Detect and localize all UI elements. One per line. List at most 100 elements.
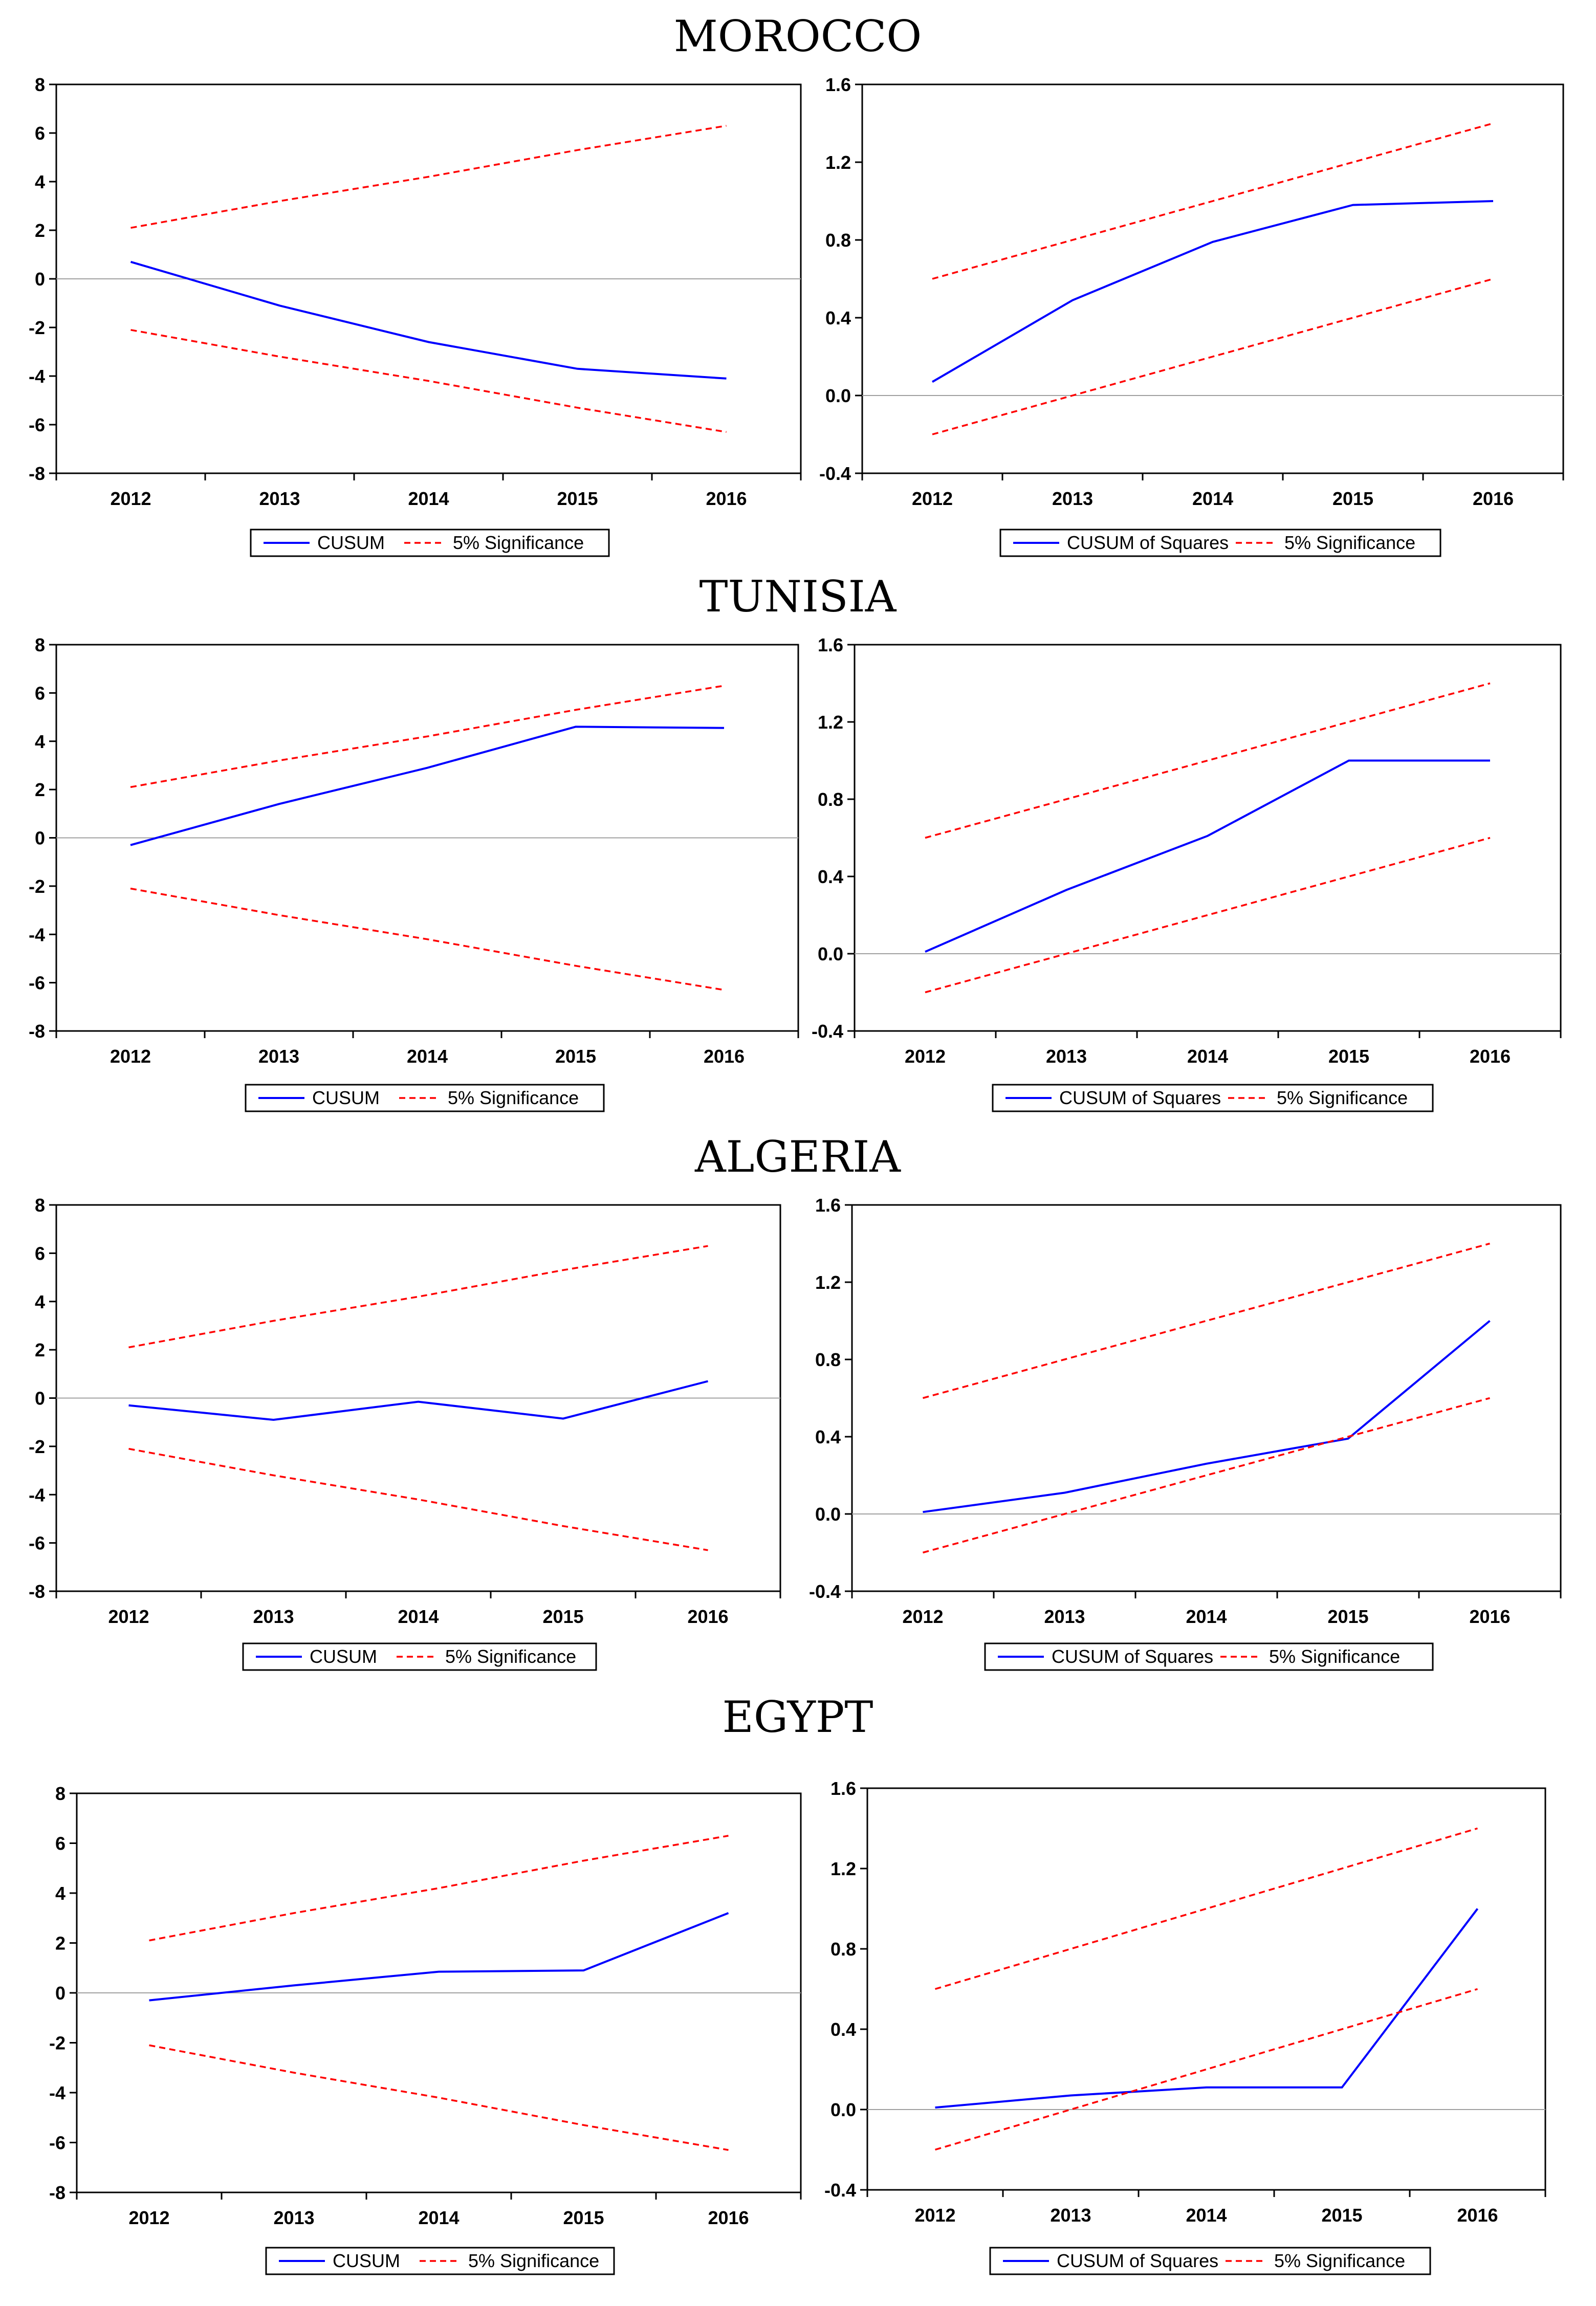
legend: CUSUM of Squares 5% Significance: [984, 1642, 1434, 1671]
y-tick-label: 4: [35, 731, 45, 752]
y-tick-label: 0.4: [818, 866, 843, 887]
plot-frame: [866, 1787, 1546, 2191]
y-tick-label: -4: [29, 1484, 45, 1505]
legend-label-significance: 5% Significance: [448, 1087, 579, 1108]
x-tick-label: 2016: [1473, 488, 1514, 509]
y-tick-label: 8: [35, 1195, 45, 1216]
y-tick-label: 1.2: [815, 1272, 841, 1293]
cusum-series-line: [935, 1908, 1479, 2109]
x-tick-label: 2013: [258, 1046, 299, 1067]
x-tick-label: 2016: [1470, 1046, 1511, 1067]
x-tick-label: 2016: [708, 2207, 749, 2228]
chart-algeria-cusumsq: 1.6 1.2 0.8 0.4 0.0 -0.4 2012 2013 2014 2015 2016 C…: [809, 1195, 1562, 1671]
y-tick-label: -8: [29, 1581, 45, 1602]
y-tick-label: 0: [55, 1983, 65, 2004]
y-tick-label: -4: [29, 924, 45, 945]
x-tick-label: 2016: [1469, 1606, 1510, 1627]
y-tick-label: 1.6: [830, 1778, 856, 1799]
x-tick-label: 2012: [902, 1606, 943, 1627]
legend-label-cusum: CUSUM of Squares: [1057, 2250, 1218, 2271]
cusum-series-line: [925, 759, 1490, 953]
y-tick-label: -8: [49, 2182, 65, 2203]
y-tick-label: 0.4: [815, 1426, 841, 1447]
x-tick-label: 2014: [407, 1046, 448, 1067]
y-tick-label: 0.4: [825, 308, 851, 328]
legend-label-cusum: CUSUM of Squares: [1059, 1087, 1221, 1108]
legend-label-significance: 5% Significance: [445, 1646, 576, 1667]
title-tunisia: TUNISIA: [699, 572, 897, 622]
cusum-series-line: [130, 260, 727, 380]
significance-lower-line: [923, 1397, 1490, 1554]
y-tick-label: 0.0: [825, 385, 851, 406]
legend: CUSUM 5% Significance: [250, 529, 610, 557]
cusum-series-line: [923, 1320, 1491, 1513]
y-tick-label: 4: [55, 1883, 65, 1904]
x-tick-label: 2016: [704, 1046, 745, 1067]
y-tick-label: -8: [29, 1021, 45, 1042]
x-tick-label: 2015: [542, 1606, 583, 1627]
y-tick-label: 0.0: [815, 1504, 841, 1525]
legend-label-significance: 5% Significance: [1277, 1087, 1408, 1108]
plot-frame: [851, 1204, 1562, 1592]
y-tick-label: 0.0: [830, 2099, 856, 2120]
y-tick-label: 2: [55, 1933, 65, 1954]
y-tick-label: 0: [35, 828, 45, 849]
y-tick-label: 4: [35, 171, 45, 192]
x-tick-label: 2013: [259, 488, 300, 509]
significance-upper-line: [932, 122, 1494, 280]
y-tick-label: 6: [55, 1833, 65, 1854]
x-tick-label: 2014: [1192, 488, 1233, 509]
y-tick-label: 1.6: [818, 634, 843, 655]
x-tick-label: 2012: [912, 488, 953, 509]
legend-label-significance: 5% Significance: [1269, 1646, 1400, 1667]
y-tick-label: 1.6: [815, 1195, 841, 1216]
y-tick-label: 0.8: [830, 1939, 856, 1960]
significance-lower-line: [149, 2044, 729, 2151]
x-tick-label: 2013: [1050, 2205, 1091, 2226]
x-tick-label: 2015: [1332, 488, 1373, 509]
y-tick-label: -6: [29, 1533, 45, 1554]
chart-tunisia-cusumsq: 1.6 1.2 0.8 0.4 0.0 -0.4 2012 2013 2014 2015 2016 C…: [812, 634, 1562, 1112]
significance-lower-line: [925, 837, 1491, 994]
x-tick-label: 2014: [1186, 1606, 1227, 1627]
significance-lower-line: [130, 329, 727, 433]
y-tick-label: -0.4: [824, 2180, 856, 2201]
y-tick-label: 2: [35, 220, 45, 241]
legend: CUSUM 5% Significance: [245, 1084, 605, 1112]
legend-box: [984, 1642, 1434, 1671]
y-tick-label: 2: [35, 779, 45, 800]
x-tick-label: 2013: [1044, 1606, 1085, 1627]
plot-frame: [861, 83, 1564, 474]
significance-upper-line: [128, 1245, 708, 1349]
charts-group: 8 6 4 2 0 -2 -4 -6 -8 2012 2013 2014 2015 2016 CUSUM 5%…: [29, 74, 1564, 2275]
y-tick-label: 1.2: [825, 152, 851, 173]
legend-label-significance: 5% Significance: [1274, 2250, 1405, 2271]
y-tick-label: 0: [35, 1388, 45, 1409]
x-tick-label: 2015: [1328, 1046, 1369, 1067]
chart-morocco-cusumsq: 1.6 1.2 0.8 0.4 0.0 -0.4 2012 2013 2014 2015 2016 C…: [819, 74, 1564, 557]
y-tick-label: -0.4: [819, 463, 851, 484]
chart-morocco-cusum: 8 6 4 2 0 -2 -4 -6 -8 2012 2013 2014 2015 2016 CUSUM 5%…: [29, 74, 802, 557]
y-tick-label: 8: [35, 74, 45, 95]
y-tick-label: 0.8: [818, 789, 843, 810]
legend-label-significance: 5% Significance: [1284, 532, 1415, 553]
x-tick-label: 2015: [1327, 1606, 1368, 1627]
y-tick-label: -0.4: [812, 1021, 843, 1042]
x-tick-label: 2012: [110, 1046, 151, 1067]
legend-box: [989, 2247, 1431, 2275]
cusum-series-line: [128, 1380, 709, 1421]
x-tick-label: 2012: [108, 1606, 149, 1627]
chart-egypt-cusum: 8 6 4 2 0 -2 -4 -6 -8 2012 2013 2014 2015 2016 CUSUM 5%…: [49, 1783, 802, 2275]
x-tick-label: 2013: [253, 1606, 294, 1627]
x-tick-label: 2015: [557, 488, 598, 509]
y-tick-label: 0.8: [825, 230, 851, 251]
legend-box: [999, 529, 1441, 557]
significance-upper-line: [925, 682, 1491, 839]
x-tick-label: 2016: [706, 488, 747, 509]
title-algeria: ALGERIA: [694, 1132, 901, 1182]
y-tick-label: -6: [49, 2133, 65, 2154]
cusum-series-line: [130, 726, 725, 846]
y-tick-label: 0.0: [818, 943, 843, 964]
legend-label-cusum: CUSUM of Squares: [1067, 532, 1229, 553]
x-tick-label: 2016: [1457, 2205, 1498, 2226]
